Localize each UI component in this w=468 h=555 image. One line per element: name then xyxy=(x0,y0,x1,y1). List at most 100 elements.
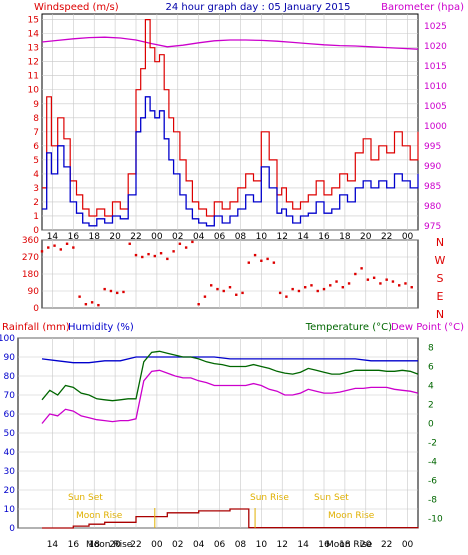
wind-direction-point xyxy=(310,284,313,287)
compass-label: W xyxy=(435,254,446,267)
moon-rise-label-1: Moon Rise xyxy=(76,511,123,521)
wind-y-tick-label: 3 xyxy=(33,184,39,194)
wind-direction-point xyxy=(178,242,182,245)
temperature-y-tick-label: -8 xyxy=(428,496,437,506)
temperature-axis-title: Temperature (°C) xyxy=(305,322,392,333)
wind-direction-point xyxy=(266,257,269,261)
wind-y-tick-label: 15 xyxy=(28,16,39,26)
sun-set-label-2: Sun Set xyxy=(314,493,349,503)
x-bottom-tick-label: 16 xyxy=(68,540,80,550)
wind-direction-point xyxy=(241,291,244,295)
wind-direction-point xyxy=(134,253,138,257)
wind-y-tick-label: 9 xyxy=(33,100,39,110)
temperature-y-tick-label: -6 xyxy=(428,477,437,487)
temperature-y-tick-label: -4 xyxy=(428,458,437,468)
x-bottom-tick-label: 22 xyxy=(381,540,392,550)
wind-direction-point xyxy=(391,280,395,283)
wind-direction-point xyxy=(172,250,175,253)
wind-direction-point xyxy=(260,259,263,262)
temperature-y-tick-label: 0 xyxy=(428,420,434,430)
x-bottom-tick-label: 10 xyxy=(256,540,268,550)
barometer-y-tick-label: 985 xyxy=(424,182,441,192)
x-top-tick-label: 10 xyxy=(256,232,268,242)
wind-direction-point xyxy=(97,303,100,307)
barometer-y-tick-label: 975 xyxy=(424,222,441,232)
compass-label: E xyxy=(437,290,444,303)
x-top-tick-label: 00 xyxy=(151,232,163,242)
direction-y-tick-label: 180 xyxy=(22,270,39,280)
wind-direction-point xyxy=(291,287,294,291)
x-top-tick-label: 16 xyxy=(318,232,330,242)
wind-direction-point xyxy=(166,257,169,261)
x-bottom-tick-label: 20 xyxy=(109,540,121,550)
wind-direction-point xyxy=(335,280,338,283)
x-top-tick-label: 12 xyxy=(276,232,287,242)
x-bottom-tick-label: 22 xyxy=(130,540,141,550)
x-bottom-tick-label: 08 xyxy=(235,540,247,550)
barometer-y-tick-label: 1010 xyxy=(424,82,447,92)
x-bottom-tick-label: 00 xyxy=(402,540,414,550)
barometer-y-tick-label: 1020 xyxy=(424,42,447,52)
direction-y-tick-label: 270 xyxy=(22,253,39,263)
barometer-y-tick-label: 1015 xyxy=(424,62,447,72)
humidity-y-tick-label: 70 xyxy=(4,391,16,401)
dewpoint-axis-title: Dew Point (°C) xyxy=(391,322,464,333)
humidity-y-tick-label: 30 xyxy=(4,467,16,477)
x-top-tick-label: 06 xyxy=(214,232,226,242)
wind-y-tick-label: 6 xyxy=(33,142,39,152)
direction-y-tick-label: 90 xyxy=(28,287,40,297)
wind-direction-point xyxy=(203,295,207,298)
barometer-y-tick-label: 990 xyxy=(424,162,441,172)
wind-y-tick-label: 1 xyxy=(33,212,39,222)
wind-direction-point xyxy=(159,252,163,255)
x-bottom-tick-label: 04 xyxy=(193,540,205,550)
barometer-y-tick-label: 1005 xyxy=(424,102,447,112)
chart-title: 24 hour graph day : 05 January 2015 xyxy=(166,2,351,13)
compass-label: S xyxy=(437,272,444,285)
temperature-y-tick-label: -2 xyxy=(428,439,437,449)
temperature-line xyxy=(41,350,419,402)
wind-direction-point xyxy=(341,286,344,289)
wind-direction-point xyxy=(360,267,363,270)
x-top-tick-label: 18 xyxy=(88,232,100,242)
wind-direction-point xyxy=(222,289,225,293)
wind-direction-point xyxy=(47,246,50,249)
wind-y-tick-label: 4 xyxy=(33,170,39,180)
wind-y-tick-label: 2 xyxy=(33,198,39,208)
wind-direction-point xyxy=(366,278,370,281)
temperature-y-tick-label: 8 xyxy=(428,344,434,354)
temperature-y-tick-label: 4 xyxy=(428,382,434,392)
humidity-axis-title: Humidity (%) xyxy=(68,322,134,333)
wind-direction-point xyxy=(410,286,413,289)
humidity-y-tick-label: 100 xyxy=(0,334,15,344)
wind-direction-point xyxy=(347,282,351,285)
temperature-y-tick-label: -10 xyxy=(428,515,443,525)
wind-direction-point xyxy=(329,284,332,287)
wind-direction-point xyxy=(141,255,144,259)
wind-direction-point xyxy=(128,242,131,245)
x-bottom-tick-label: 18 xyxy=(88,540,100,550)
wind-direction-point xyxy=(404,282,407,285)
wind-y-tick-label: 8 xyxy=(33,114,39,124)
wind-direction-point xyxy=(235,293,238,296)
humidity-y-tick-label: 0 xyxy=(9,524,15,534)
dewpoint-line xyxy=(41,369,419,424)
wind-direction-point xyxy=(90,301,94,304)
x-bottom-tick-label: 02 xyxy=(172,540,183,550)
wind-direction-point xyxy=(278,291,282,295)
wind-direction-point xyxy=(272,261,276,264)
wind-direction-point xyxy=(103,287,106,291)
barometer-y-tick-label: 1025 xyxy=(424,22,447,32)
humidity-y-tick-label: 80 xyxy=(4,372,16,382)
x-bottom-tick-label: 20 xyxy=(360,540,372,550)
wind-axis-title: Windspeed (m/s) xyxy=(34,2,119,13)
x-bottom-tick-label: 14 xyxy=(47,540,59,550)
sun-rise-label-1: Sun Rise xyxy=(250,493,289,503)
wind-direction-point xyxy=(40,250,44,253)
wind-direction-point xyxy=(216,287,219,291)
x-top-tick-label: 08 xyxy=(235,232,247,242)
wind-direction-point xyxy=(197,303,200,306)
humidity-y-tick-label: 60 xyxy=(4,410,16,420)
wind-y-tick-label: 10 xyxy=(28,86,40,96)
